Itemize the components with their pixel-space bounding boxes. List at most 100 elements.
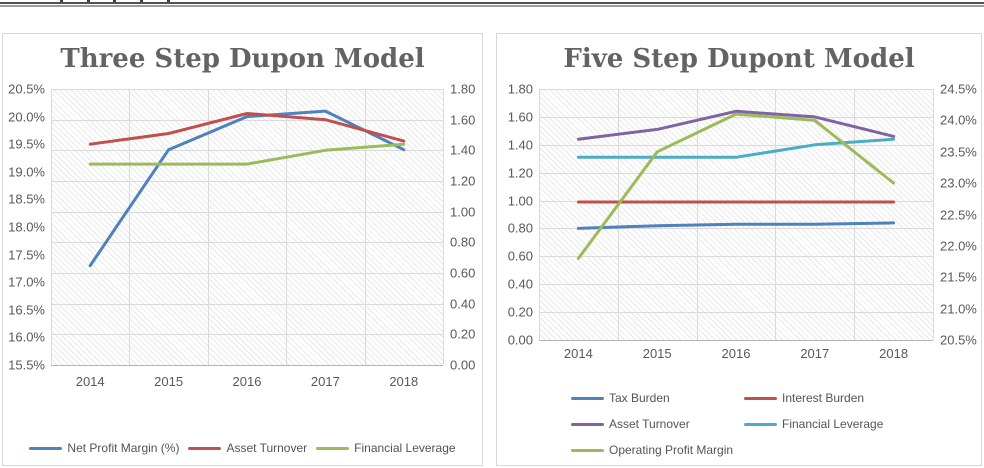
legend-item-label: Tax Burden — [609, 391, 670, 405]
x-axis-label: 2018 — [879, 346, 909, 361]
y-axis-label-left: 15.5% — [8, 357, 45, 373]
y-axis-label-left: 1.00 — [507, 193, 533, 209]
legend-item[interactable]: Asset Turnover — [571, 416, 690, 432]
y-axis-label-left: 0.20 — [507, 304, 533, 320]
gridline-horizontal — [539, 228, 933, 230]
legend-item-label: Asset Turnover — [226, 441, 308, 455]
legend-line-marker-icon — [571, 448, 604, 452]
gridline-horizontal — [539, 312, 933, 314]
gridline-vertical — [696, 89, 698, 340]
x-axis-label: 2016 — [232, 374, 262, 389]
y-axis-label-left: 20.0% — [8, 109, 45, 125]
y-axis-label-right: 24.0% — [940, 112, 977, 128]
three-step-dupon-chart[interactable]: Three Step Dupon Model 20.5% 20.0% 19.5% 19.… — [2, 33, 483, 466]
legend-line-marker-icon — [29, 446, 63, 450]
y-axis-label-left: 18.5% — [8, 191, 45, 207]
y-axis-label-left: 0.60 — [507, 248, 533, 264]
y-axis-label-right: 0.60 — [450, 265, 476, 281]
legend-item[interactable]: Interest Burden — [744, 390, 864, 406]
gridline-horizontal — [51, 119, 443, 121]
y-axis-label-right: 20.5% — [940, 332, 977, 348]
legend-item[interactable]: Asset Turnover — [188, 440, 307, 456]
y-axis-label-left: 1.40 — [507, 137, 533, 153]
gridline-vertical — [364, 89, 366, 365]
x-axis-line — [539, 340, 933, 341]
gridline-vertical — [51, 89, 52, 365]
gridline-horizontal — [51, 150, 443, 152]
y-axis-label-right: 23.0% — [940, 175, 977, 191]
five-step-dupont-chart[interactable]: Five Step Dupont Model 1.80 1.60 1.40 1.20 1.… — [496, 33, 982, 466]
legend-item-label: Operating Profit Margin — [609, 443, 734, 457]
cropped-text-fragment — [60, 0, 63, 3]
gridline-vertical — [443, 89, 444, 365]
gridline-horizontal — [51, 211, 443, 213]
y-axis-label-right: 0.40 — [450, 296, 476, 312]
y-axis-label-left: 17.5% — [8, 247, 45, 263]
gridline-vertical — [775, 89, 777, 340]
legend-item[interactable]: Financial Leverage — [744, 416, 883, 432]
gridline-vertical — [129, 89, 131, 365]
legend-line-marker-icon — [571, 396, 604, 400]
x-axis-label: 2016 — [721, 346, 751, 361]
gridline-horizontal — [51, 303, 443, 305]
y-axis-label-left: 1.20 — [507, 165, 533, 181]
y-axis-label-right: 1.20 — [450, 173, 476, 189]
legend-line-marker-icon — [571, 422, 604, 426]
gridline-horizontal — [539, 89, 933, 90]
legend-item-label: Interest Burden — [782, 391, 865, 405]
y-axis-label-right: 22.5% — [940, 207, 977, 222]
y-axis-label-right: 0.80 — [450, 234, 476, 250]
x-axis-label: 2015 — [642, 346, 672, 361]
y-axis-label-left: 20.5% — [8, 81, 45, 97]
horizontal-rule-dark — [0, 2, 984, 4]
y-axis-label-left: 16.5% — [8, 302, 45, 318]
y-axis-label-right: 0.20 — [450, 326, 476, 342]
y-axis-label-right: 0.00 — [450, 357, 476, 373]
y-axis-label-right: 1.80 — [450, 81, 476, 97]
y-axis-label-right: 21.5% — [940, 269, 977, 285]
legend-line-marker-icon — [188, 446, 222, 450]
cropped-text-fragment — [87, 0, 90, 3]
y-axis-label-right: 24.5% — [940, 81, 977, 97]
y-axis-label-left: 0.00 — [507, 332, 533, 348]
legend: Net Profit Margin (%) Asset Turnover Finan… — [3, 440, 482, 456]
gridline-horizontal — [539, 200, 933, 202]
cropped-text-fragment — [167, 0, 170, 3]
cropped-text-fragment — [113, 0, 116, 3]
gridline-horizontal — [51, 334, 443, 336]
gridline-vertical — [286, 89, 288, 365]
legend-item-label: Financial Leverage — [782, 417, 884, 431]
legend-item[interactable]: Net Profit Margin (%) — [29, 440, 179, 456]
legend-item[interactable]: Operating Profit Margin — [571, 442, 733, 458]
plot-area — [539, 89, 933, 340]
gridline-vertical — [854, 89, 856, 340]
legend-line-marker-icon — [744, 422, 777, 426]
legend-item[interactable]: Tax Burden — [571, 390, 670, 406]
cropped-text-fragment — [140, 0, 143, 3]
gridline-horizontal — [539, 116, 933, 118]
gridline-horizontal — [51, 89, 443, 90]
y-axis-label-left: 19.0% — [8, 164, 45, 180]
y-axis-label-right: 23.5% — [940, 144, 977, 160]
x-axis-label: 2018 — [389, 374, 419, 389]
gridline-horizontal — [51, 273, 443, 274]
y-axis-label-left: 1.60 — [507, 109, 533, 125]
legend-line-marker-icon — [744, 396, 777, 400]
y-axis-label-right: 1.40 — [450, 142, 476, 158]
x-axis-line — [51, 365, 443, 366]
legend-line-marker-icon — [316, 446, 350, 450]
gridline-vertical — [207, 89, 209, 365]
y-axis-label-left: 1.80 — [507, 81, 533, 97]
y-axis-label-right: 1.60 — [450, 112, 476, 128]
y-axis-label-left: 18.0% — [8, 219, 45, 235]
gridline-horizontal — [539, 144, 933, 146]
x-axis-label: 2017 — [800, 346, 830, 361]
legend-item-label: Financial Leverage — [354, 441, 456, 455]
gridline-horizontal — [51, 242, 443, 244]
legend-item-label: Asset Turnover — [609, 417, 690, 431]
gridline-vertical — [617, 89, 619, 340]
legend-item[interactable]: Financial Leverage — [316, 440, 456, 456]
x-axis-label: 2014 — [75, 374, 105, 389]
legend-item-label: Net Profit Margin (%) — [67, 441, 180, 455]
